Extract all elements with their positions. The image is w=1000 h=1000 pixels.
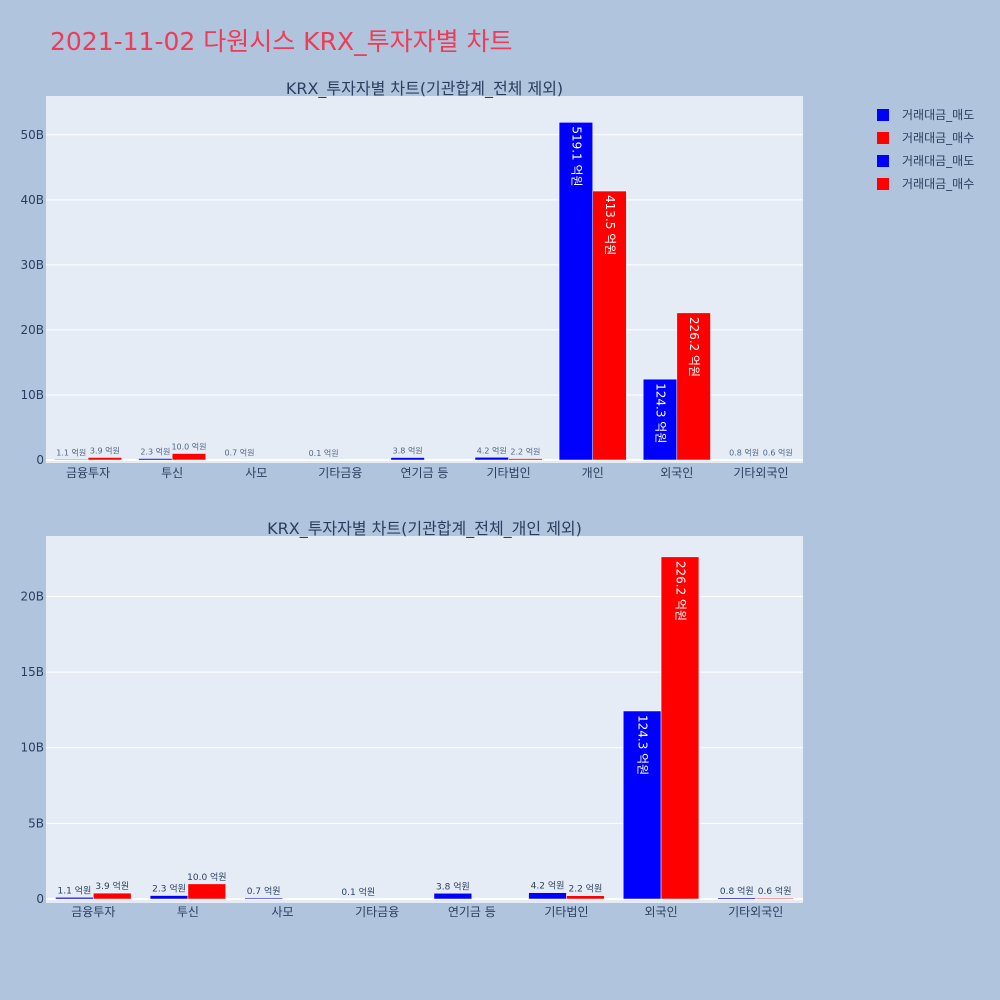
y-tick-label: 40B (20, 193, 44, 207)
y-tick-label: 10B (20, 741, 44, 755)
data-label: 0.6 억원 (763, 448, 793, 458)
bar-buy (676, 312, 711, 461)
data-label: 519.1 억원 (569, 126, 583, 186)
data-label: 3.9 억원 (95, 880, 129, 892)
legend-swatch (877, 109, 889, 121)
bar-buy (93, 892, 132, 900)
bar-sell (717, 897, 756, 900)
bar-sell (528, 892, 567, 900)
data-label: 10.0 억원 (171, 441, 206, 451)
y-tick-label: 0 (36, 453, 44, 467)
bar-buy (87, 457, 122, 461)
bar-buy (508, 458, 543, 461)
data-label: 0.7 억원 (224, 448, 254, 458)
chart-title: KRX_투자자별 차트(기관합계_전체 제외) (286, 79, 563, 99)
bar-buy (755, 897, 794, 900)
data-label: 0.7 억원 (247, 885, 281, 897)
bar-sell (55, 897, 94, 900)
chart-1: 0 10B 20B 30B 40B 50B KRX_투자자별 차트(기관합계_전체 제외) 금… (20, 79, 803, 480)
data-label: 2.3 억원 (152, 883, 186, 895)
bar-sell (727, 459, 762, 461)
y-tick-label: 30B (20, 258, 44, 272)
data-label: 0.6 억원 (758, 885, 792, 897)
data-label: 3.8 억원 (436, 880, 470, 892)
data-label: 413.5 억원 (603, 195, 617, 255)
bar-sell (642, 378, 678, 461)
bar-sell (390, 457, 425, 461)
legend-swatch (877, 132, 889, 144)
data-label: 10.0 억원 (187, 871, 226, 883)
data-label: 0.1 억원 (341, 886, 375, 898)
x-tick-label: 금융투자 (66, 466, 110, 480)
x-tick-label: 투신 (161, 466, 183, 480)
legend-swatch (877, 155, 889, 167)
data-label: 2.2 억원 (510, 447, 540, 457)
x-tick-label: 기타법인 (487, 466, 531, 480)
bar-sell (558, 122, 593, 461)
bar-buy (660, 556, 700, 900)
data-label: 0.8 억원 (729, 447, 759, 457)
y-tick-label: 15B (20, 665, 44, 679)
chart-title: KRX_투자자별 차트(기관합계_전체_개인 제외) (267, 519, 582, 539)
x-tick-label: 기타금융 (355, 905, 399, 919)
data-label: 4.2 억원 (477, 445, 507, 455)
data-label: 226.2 억원 (687, 317, 701, 377)
x-tick-label: 외국인 (645, 905, 678, 919)
bar-sell (244, 897, 283, 900)
data-label: 2.3 억원 (140, 447, 170, 457)
x-tick-label: 연기금 등 (448, 905, 496, 919)
x-tick-label: 개인 (582, 466, 604, 480)
chart-2: 0 5B 10B 15B 20B KRX_투자자별 차트(기관합계_전체_개인 제외) 금융… (20, 519, 803, 919)
x-tick-label: 기타외국인 (733, 466, 788, 480)
data-label: 3.9 억원 (90, 445, 120, 455)
y-tick-label: 0 (36, 892, 44, 906)
data-label: 1.1 억원 (58, 884, 92, 896)
bar-sell (54, 459, 89, 461)
data-label: 3.8 억원 (393, 446, 423, 456)
legend-label: 거래대금_매도 (902, 108, 974, 122)
x-tick-label: 기타금융 (318, 466, 362, 480)
x-tick-label: 외국인 (660, 466, 693, 480)
legend-label: 거래대금_매수 (902, 177, 974, 191)
data-label: 124.3 억원 (636, 715, 650, 775)
bar-buy (592, 190, 627, 461)
bar-buy (187, 883, 227, 900)
x-tick-label: 사모 (272, 905, 294, 919)
bar-buy (171, 453, 207, 461)
bar-sell (149, 895, 189, 900)
data-label: 1.1 억원 (56, 447, 86, 457)
data-label: 0.1 억원 (309, 448, 339, 458)
bar-sell (622, 710, 662, 900)
legend-swatch (877, 178, 889, 190)
legend-label: 거래대금_매수 (902, 131, 974, 145)
data-label: 2.2 억원 (568, 883, 602, 895)
y-tick-label: 20B (20, 589, 44, 603)
bar-sell (138, 458, 173, 461)
x-tick-label: 사모 (245, 466, 267, 480)
data-label: 0.8 억원 (720, 885, 754, 897)
y-tick-label: 10B (20, 388, 44, 402)
page-title: 2021-11-02 다원시스 KRX_투자자별 차트 (50, 27, 513, 56)
bar-sell (433, 893, 473, 900)
y-tick-label: 5B (28, 816, 44, 830)
bar-sell (474, 457, 509, 461)
x-tick-label: 연기금 등 (401, 466, 449, 480)
data-label: 124.3 억원 (654, 383, 668, 443)
y-tick-label: 20B (20, 323, 44, 337)
bar-buy (566, 895, 605, 900)
data-label: 4.2 억원 (531, 880, 565, 892)
x-tick-label: 기타외국인 (728, 905, 783, 919)
data-label: 226.2 억원 (673, 561, 687, 621)
x-tick-label: 기타법인 (544, 905, 588, 919)
legend-label: 거래대금_매도 (902, 154, 974, 168)
y-tick-label: 50B (20, 128, 44, 142)
x-tick-label: 금융투자 (71, 905, 115, 919)
x-tick-label: 투신 (177, 905, 199, 919)
